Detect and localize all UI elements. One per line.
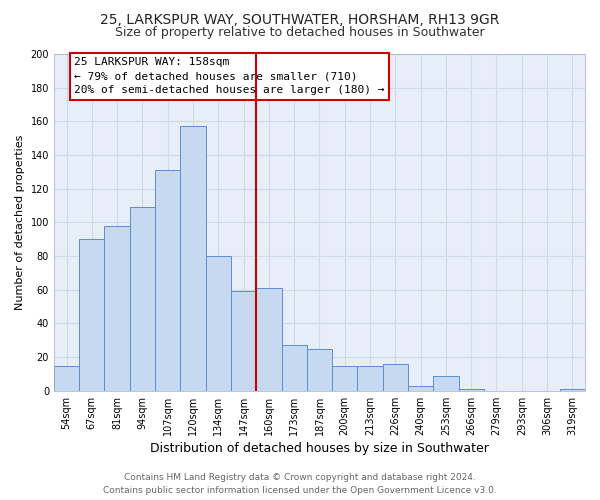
Bar [54, 366, 79, 391]
Bar [433, 376, 458, 391]
Text: Contains HM Land Registry data © Crown copyright and database right 2024.
Contai: Contains HM Land Registry data © Crown c… [103, 474, 497, 495]
Text: 25, LARKSPUR WAY, SOUTHWATER, HORSHAM, RH13 9GR: 25, LARKSPUR WAY, SOUTHWATER, HORSHAM, R… [100, 12, 500, 26]
Bar [281, 346, 307, 391]
Bar [79, 240, 104, 391]
Bar [231, 292, 256, 391]
Bar [256, 288, 281, 391]
Bar [104, 226, 130, 391]
Bar [206, 256, 231, 391]
Bar [458, 389, 484, 391]
Bar [358, 366, 383, 391]
Bar [155, 170, 181, 391]
X-axis label: Distribution of detached houses by size in Southwater: Distribution of detached houses by size … [150, 442, 489, 455]
Bar [560, 389, 585, 391]
Bar [181, 126, 206, 391]
Y-axis label: Number of detached properties: Number of detached properties [15, 134, 25, 310]
Bar [408, 386, 433, 391]
Bar [383, 364, 408, 391]
Bar [307, 348, 332, 391]
Bar [332, 366, 358, 391]
Text: Size of property relative to detached houses in Southwater: Size of property relative to detached ho… [115, 26, 485, 39]
Text: 25 LARKSPUR WAY: 158sqm
← 79% of detached houses are smaller (710)
20% of semi-d: 25 LARKSPUR WAY: 158sqm ← 79% of detache… [74, 58, 385, 96]
Bar [130, 208, 155, 391]
